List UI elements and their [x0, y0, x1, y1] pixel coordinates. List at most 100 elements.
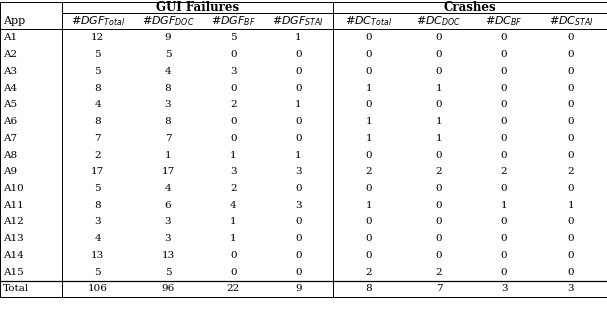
Text: 0: 0	[230, 251, 237, 260]
Text: 4: 4	[164, 184, 171, 193]
Text: 0: 0	[230, 268, 237, 277]
Text: A5: A5	[3, 100, 17, 109]
Text: 0: 0	[501, 33, 507, 42]
Text: 5: 5	[164, 50, 171, 59]
Text: 0: 0	[230, 134, 237, 143]
Text: 0: 0	[501, 251, 507, 260]
Text: A3: A3	[3, 67, 17, 76]
Text: 2: 2	[365, 167, 372, 176]
Text: 0: 0	[436, 100, 443, 109]
Text: 0: 0	[568, 150, 574, 160]
Text: A12: A12	[3, 217, 24, 227]
Text: 0: 0	[295, 67, 302, 76]
Text: 3: 3	[230, 67, 237, 76]
Text: 8: 8	[95, 83, 101, 93]
Text: 1: 1	[501, 201, 507, 210]
Text: 0: 0	[295, 117, 302, 126]
Text: 0: 0	[365, 234, 372, 243]
Text: 4: 4	[95, 234, 101, 243]
Text: 0: 0	[501, 217, 507, 227]
Text: A2: A2	[3, 50, 17, 59]
Text: 1: 1	[295, 33, 302, 42]
Text: 9: 9	[164, 33, 171, 42]
Text: 0: 0	[436, 201, 443, 210]
Text: 0: 0	[295, 217, 302, 227]
Text: A15: A15	[3, 268, 24, 277]
Text: 0: 0	[436, 251, 443, 260]
Text: 0: 0	[501, 83, 507, 93]
Text: 5: 5	[95, 50, 101, 59]
Text: 0: 0	[436, 150, 443, 160]
Text: 3: 3	[164, 100, 171, 109]
Text: 1: 1	[230, 150, 237, 160]
Text: 0: 0	[365, 150, 372, 160]
Text: 12: 12	[91, 33, 104, 42]
Text: 0: 0	[501, 184, 507, 193]
Text: 0: 0	[365, 67, 372, 76]
Text: 3: 3	[95, 217, 101, 227]
Text: 0: 0	[365, 217, 372, 227]
Text: #$DGF_{Total}$: #$DGF_{Total}$	[70, 15, 125, 28]
Text: 13: 13	[91, 251, 104, 260]
Text: 8: 8	[164, 83, 171, 93]
Text: 6: 6	[164, 201, 171, 210]
Text: 2: 2	[501, 167, 507, 176]
Text: #$DC_{BF}$: #$DC_{BF}$	[486, 15, 523, 28]
Text: 1: 1	[436, 117, 443, 126]
Text: 0: 0	[568, 33, 574, 42]
Text: 0: 0	[568, 217, 574, 227]
Text: 0: 0	[365, 184, 372, 193]
Text: 0: 0	[436, 234, 443, 243]
Text: 0: 0	[365, 50, 372, 59]
Text: #$DC_{DOC}$: #$DC_{DOC}$	[416, 15, 461, 28]
Text: 0: 0	[501, 50, 507, 59]
Text: 0: 0	[568, 117, 574, 126]
Text: 96: 96	[161, 284, 175, 294]
Text: 0: 0	[568, 268, 574, 277]
Text: 22: 22	[226, 284, 240, 294]
Text: 0: 0	[568, 251, 574, 260]
Text: #$DGF_{DOC}$: #$DGF_{DOC}$	[142, 15, 194, 28]
Text: A8: A8	[3, 150, 17, 160]
Text: 5: 5	[95, 67, 101, 76]
Text: 0: 0	[568, 50, 574, 59]
Text: 1: 1	[365, 201, 372, 210]
Text: 0: 0	[436, 67, 443, 76]
Text: A14: A14	[3, 251, 24, 260]
Text: 7: 7	[436, 284, 443, 294]
Text: 0: 0	[568, 67, 574, 76]
Text: Crashes: Crashes	[444, 1, 496, 14]
Text: 8: 8	[164, 117, 171, 126]
Text: 0: 0	[365, 251, 372, 260]
Text: 0: 0	[295, 83, 302, 93]
Text: 17: 17	[161, 167, 175, 176]
Text: 106: 106	[88, 284, 107, 294]
Text: 0: 0	[436, 50, 443, 59]
Text: 0: 0	[436, 184, 443, 193]
Text: 0: 0	[295, 268, 302, 277]
Text: 8: 8	[365, 284, 372, 294]
Text: #$DC_{Total}$: #$DC_{Total}$	[345, 15, 392, 28]
Text: 4: 4	[164, 67, 171, 76]
Text: 1: 1	[436, 134, 443, 143]
Text: A4: A4	[3, 83, 17, 93]
Text: 1: 1	[164, 150, 171, 160]
Text: 0: 0	[501, 100, 507, 109]
Text: 17: 17	[91, 167, 104, 176]
Text: 0: 0	[568, 83, 574, 93]
Text: 0: 0	[568, 184, 574, 193]
Text: 1: 1	[365, 83, 372, 93]
Text: 0: 0	[501, 67, 507, 76]
Text: 2: 2	[365, 268, 372, 277]
Text: 2: 2	[436, 268, 443, 277]
Text: 3: 3	[295, 167, 302, 176]
Text: A6: A6	[3, 117, 17, 126]
Text: 5: 5	[164, 268, 171, 277]
Text: 4: 4	[95, 100, 101, 109]
Text: 8: 8	[95, 201, 101, 210]
Text: 2: 2	[230, 100, 237, 109]
Text: 0: 0	[230, 50, 237, 59]
Text: 7: 7	[95, 134, 101, 143]
Text: 0: 0	[230, 117, 237, 126]
Text: 1: 1	[230, 234, 237, 243]
